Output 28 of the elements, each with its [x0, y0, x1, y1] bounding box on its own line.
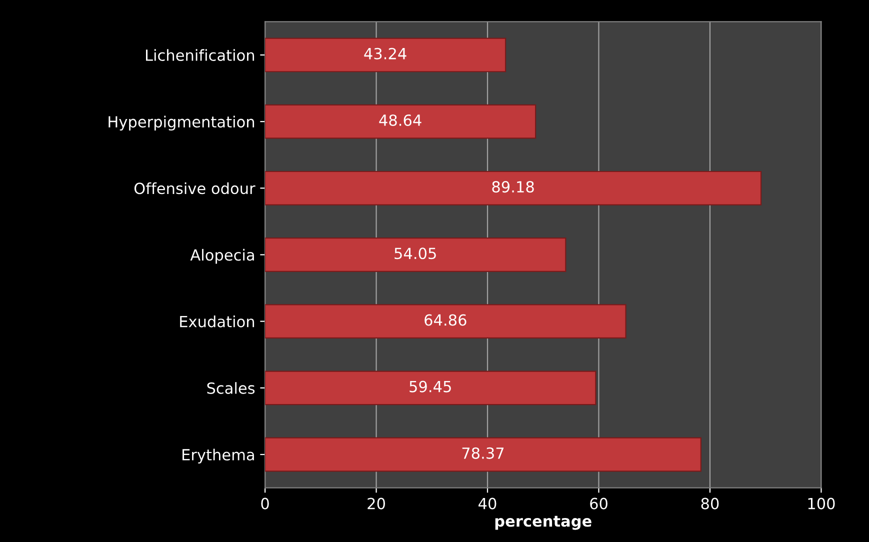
bar [265, 304, 626, 339]
x-axis-title: percentage [495, 516, 592, 530]
y-tick-label: Hyperpigmentation [108, 116, 254, 131]
data-label: 43.24 [364, 48, 406, 60]
data-label: 64.86 [424, 314, 466, 326]
y-tick-label: Alopecia [190, 248, 254, 264]
data-label: 59.45 [410, 380, 451, 392]
y-tick-label: Lichenification [146, 49, 254, 61]
bar [265, 170, 762, 206]
bar [265, 370, 596, 406]
x-tick-label: 0 [261, 498, 269, 510]
bar [265, 104, 536, 139]
x-tick-label: 40 [478, 498, 496, 510]
y-tick-label: Erythema [182, 448, 254, 464]
data-label: 78.37 [462, 447, 504, 459]
x-tick-label: 60 [590, 498, 608, 510]
x-tick-label: 80 [701, 498, 719, 510]
y-tick-label: Exudation [180, 316, 254, 328]
bar [265, 437, 702, 472]
x-tick-label: 20 [368, 498, 385, 510]
data-label: 54.05 [394, 248, 436, 260]
x-tick-label: 100 [808, 498, 835, 510]
data-label: 48.64 [379, 114, 422, 126]
y-tick-label: Scales [207, 382, 255, 394]
data-label: 89.18 [492, 181, 534, 193]
bar [265, 238, 566, 272]
bar [265, 38, 506, 72]
y-tick-label: Offensive odour [134, 182, 256, 194]
